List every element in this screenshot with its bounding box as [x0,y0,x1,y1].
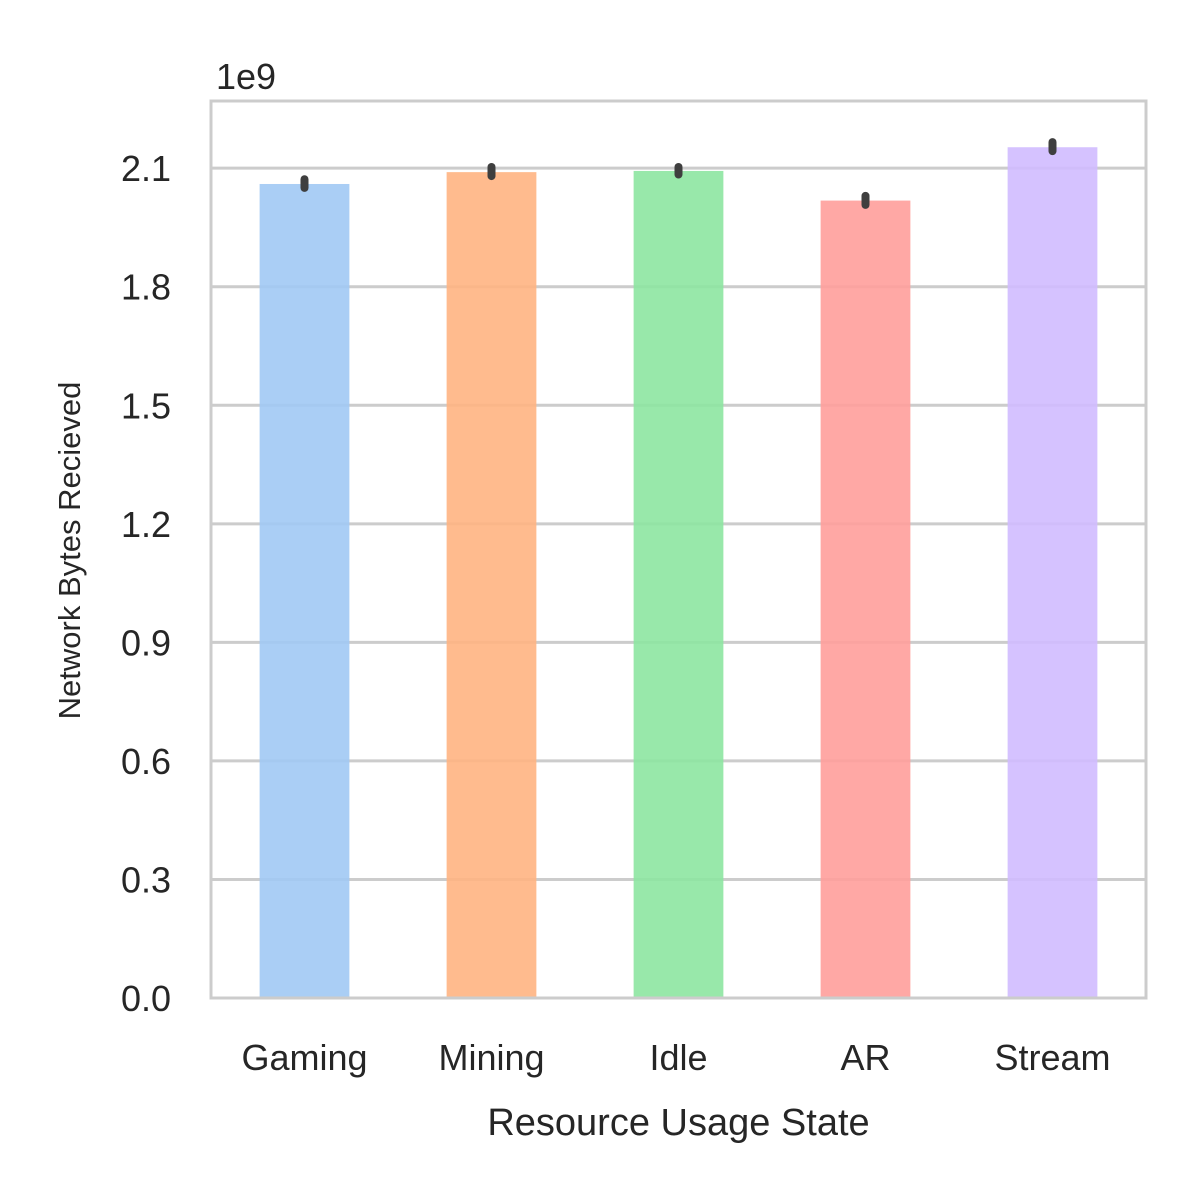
x-tick-label: AR [840,1037,890,1078]
y-axis-title: Network Bytes Recieved [52,382,87,720]
y-tick-label: 2.1 [121,148,171,189]
bar-gaming [259,183,350,999]
y-tick-label: 0.6 [121,741,171,782]
y-offset-label: 1e9 [216,56,276,97]
error-bars [300,138,1057,209]
bar-mining [446,172,537,998]
y-tick-label: 0.9 [121,622,171,663]
y-tick-label: 1.5 [121,385,171,426]
x-tick-label: Gaming [241,1037,367,1078]
y-tick-labels: 0.0 0.3 0.6 0.9 1.2 1.5 1.8 2.1 [121,148,171,1019]
y-tick-label: 0.0 [121,978,171,1019]
x-tick-label: Stream [994,1037,1110,1078]
x-tick-labels: Gaming Mining Idle AR Stream [241,1037,1110,1078]
bar-idle [633,170,724,999]
x-axis-title: Resource Usage State [487,1102,869,1144]
y-tick-label: 1.2 [121,504,171,545]
plot-frame [209,99,1148,1000]
bar-ar [820,200,911,998]
y-tick-label: 1.8 [121,267,171,308]
x-tick-label: Idle [649,1037,707,1078]
bars [259,147,1098,999]
x-tick-label: Mining [438,1037,544,1078]
y-tick-label: 0.3 [121,859,171,900]
bar-stream [1007,147,1098,998]
